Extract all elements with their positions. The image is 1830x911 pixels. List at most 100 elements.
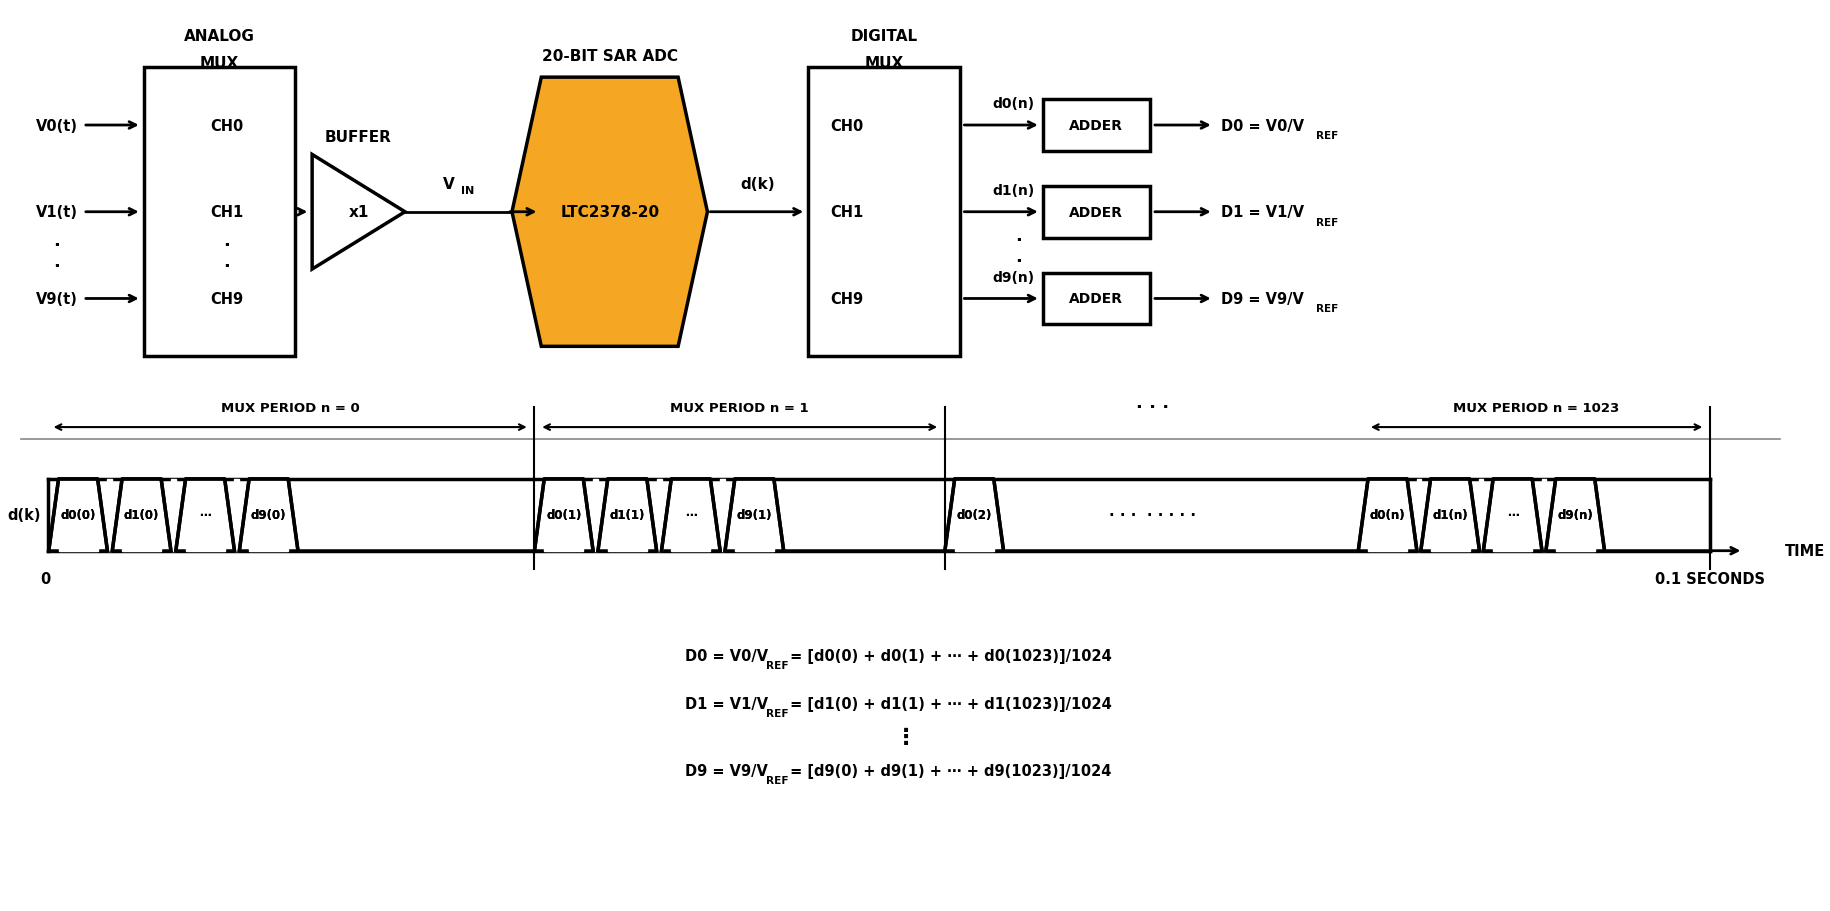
- Text: REF: REF: [767, 775, 789, 785]
- Text: d1(n): d1(n): [1433, 508, 1468, 522]
- Text: MUX PERIOD n = 0: MUX PERIOD n = 0: [221, 401, 359, 415]
- Polygon shape: [313, 155, 404, 270]
- Polygon shape: [955, 479, 994, 551]
- Text: ⋯: ⋯: [199, 508, 210, 522]
- Text: ⋯: ⋯: [199, 508, 210, 522]
- Text: V9(t): V9(t): [35, 292, 77, 307]
- Text: ⋯: ⋯: [1506, 508, 1519, 522]
- Text: d0(n): d0(n): [1371, 508, 1405, 522]
- FancyBboxPatch shape: [809, 68, 959, 357]
- Text: d1(n): d1(n): [1433, 508, 1468, 522]
- Text: d1(0): d1(0): [124, 508, 159, 522]
- Text: LTC2378-20: LTC2378-20: [560, 205, 659, 220]
- Text: ADDER: ADDER: [1069, 206, 1124, 220]
- Polygon shape: [1416, 479, 1420, 551]
- Text: REF: REF: [767, 709, 789, 719]
- Text: CH1: CH1: [831, 205, 864, 220]
- Text: REF: REF: [1316, 304, 1340, 314]
- Text: d0(0): d0(0): [60, 508, 95, 522]
- Text: CH9: CH9: [210, 292, 243, 307]
- Text: D1 = V1/V: D1 = V1/V: [684, 696, 769, 711]
- Text: V: V: [443, 177, 454, 192]
- Text: IN: IN: [461, 186, 474, 196]
- Text: REF: REF: [1316, 218, 1340, 228]
- Text: D1 = V1/V: D1 = V1/V: [1221, 205, 1305, 220]
- Text: 0.1 SECONDS: 0.1 SECONDS: [1654, 571, 1766, 587]
- Text: ·
·: · ·: [53, 237, 60, 275]
- Text: REF: REF: [1316, 131, 1340, 141]
- Text: · · ·: · · ·: [1136, 399, 1169, 416]
- Text: · · ·  · · · · ·: · · · · · · · ·: [1109, 507, 1197, 523]
- Text: d1(1): d1(1): [609, 508, 644, 522]
- Polygon shape: [721, 479, 725, 551]
- Text: x1: x1: [348, 205, 370, 220]
- Polygon shape: [1493, 479, 1532, 551]
- Text: d0(1): d0(1): [545, 508, 582, 522]
- Text: 20-BIT SAR ADC: 20-BIT SAR ADC: [542, 48, 677, 64]
- Text: d9(1): d9(1): [737, 508, 772, 522]
- Text: V1(t): V1(t): [35, 205, 77, 220]
- Text: d9(n): d9(n): [1557, 508, 1594, 522]
- Text: ·
·: · ·: [1016, 231, 1021, 271]
- Text: ⋯: ⋯: [1506, 508, 1519, 522]
- Text: d(k): d(k): [7, 507, 40, 523]
- Polygon shape: [59, 479, 97, 551]
- Polygon shape: [512, 78, 708, 347]
- Polygon shape: [1369, 479, 1407, 551]
- Text: ⋯: ⋯: [684, 508, 697, 522]
- Text: d0(n): d0(n): [992, 97, 1034, 111]
- Polygon shape: [657, 479, 661, 551]
- Text: d9(1): d9(1): [737, 508, 772, 522]
- Text: d9(0): d9(0): [251, 508, 287, 522]
- Text: CH0: CH0: [210, 118, 243, 133]
- Text: DIGITAL: DIGITAL: [851, 29, 917, 44]
- Polygon shape: [1556, 479, 1594, 551]
- Text: ·
·: · ·: [223, 237, 231, 275]
- Text: d0(n): d0(n): [1371, 508, 1405, 522]
- Text: ⋯: ⋯: [684, 508, 697, 522]
- Text: CH9: CH9: [831, 292, 864, 307]
- Polygon shape: [672, 479, 710, 551]
- Polygon shape: [593, 479, 598, 551]
- Text: d0(2): d0(2): [957, 508, 992, 522]
- Polygon shape: [736, 479, 774, 551]
- Text: = [d0(0) + d0(1) + ⋯ + d0(1023)]/1024: = [d0(0) + d0(1) + ⋯ + d0(1023)]/1024: [785, 648, 1113, 663]
- Text: d9(0): d9(0): [251, 508, 287, 522]
- Polygon shape: [234, 479, 240, 551]
- Polygon shape: [1543, 479, 1546, 551]
- Text: d1(1): d1(1): [609, 508, 644, 522]
- Text: MUX: MUX: [199, 56, 240, 71]
- Text: V0(t): V0(t): [35, 118, 77, 133]
- FancyBboxPatch shape: [1043, 100, 1149, 152]
- Text: ADDER: ADDER: [1069, 292, 1124, 306]
- Text: TIME: TIME: [1786, 544, 1826, 558]
- Polygon shape: [544, 479, 584, 551]
- FancyBboxPatch shape: [1043, 273, 1149, 325]
- Text: MUX: MUX: [864, 56, 904, 71]
- Text: d0(0): d0(0): [60, 508, 95, 522]
- Text: 0: 0: [40, 571, 51, 587]
- Text: d0(1): d0(1): [545, 508, 582, 522]
- Polygon shape: [123, 479, 161, 551]
- Text: ⋮: ⋮: [895, 727, 917, 747]
- Text: d0(2): d0(2): [957, 508, 992, 522]
- Text: CH1: CH1: [210, 205, 243, 220]
- Polygon shape: [1431, 479, 1469, 551]
- Text: D0 = V0/V: D0 = V0/V: [684, 648, 769, 663]
- Text: d1(n): d1(n): [992, 184, 1034, 198]
- Text: MUX PERIOD n = 1: MUX PERIOD n = 1: [670, 401, 809, 415]
- Text: d(k): d(k): [741, 177, 776, 192]
- Polygon shape: [170, 479, 176, 551]
- Text: CH0: CH0: [831, 118, 864, 133]
- Text: = [d9(0) + d9(1) + ⋯ + d9(1023)]/1024: = [d9(0) + d9(1) + ⋯ + d9(1023)]/1024: [785, 763, 1111, 778]
- Text: D0 = V0/V: D0 = V0/V: [1221, 118, 1305, 133]
- Polygon shape: [1479, 479, 1484, 551]
- Polygon shape: [108, 479, 112, 551]
- Text: d1(0): d1(0): [124, 508, 159, 522]
- Text: REF: REF: [767, 660, 789, 670]
- Polygon shape: [249, 479, 287, 551]
- Text: D9 = V9/V: D9 = V9/V: [1221, 292, 1305, 307]
- Polygon shape: [185, 479, 225, 551]
- Text: ANALOG: ANALOG: [183, 29, 254, 44]
- Text: ADDER: ADDER: [1069, 118, 1124, 133]
